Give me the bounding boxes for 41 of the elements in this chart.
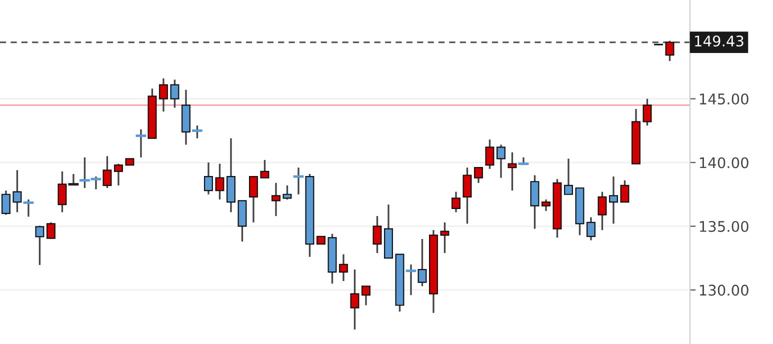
y-tick-label: 145.00 xyxy=(700,93,748,105)
candlestick xyxy=(474,166,483,184)
candlestick xyxy=(215,162,224,200)
y-tick-label: 130.00 xyxy=(700,284,748,296)
candlestick xyxy=(620,180,630,203)
ref-line-label: 149.43 xyxy=(695,36,744,47)
candlestick xyxy=(114,162,123,186)
y-tick-label: 135.00 xyxy=(700,220,748,232)
candlestick xyxy=(609,176,618,225)
candlestick xyxy=(372,215,382,254)
candlestick xyxy=(248,176,258,224)
candlestick xyxy=(665,40,674,62)
candlestick xyxy=(23,198,34,218)
candlestick xyxy=(1,190,10,216)
candlestick xyxy=(271,182,280,217)
candlestick xyxy=(642,98,652,126)
candlestick xyxy=(35,224,44,266)
candlestick xyxy=(462,166,472,225)
y-tick-label: 140.00 xyxy=(700,157,748,168)
candlestick xyxy=(338,253,348,282)
candlestick xyxy=(282,184,292,200)
candlestick xyxy=(204,162,213,196)
candlestick xyxy=(136,128,146,158)
candlestick xyxy=(158,78,168,112)
candlestick xyxy=(102,155,112,189)
candlestick xyxy=(440,222,450,254)
candlestick xyxy=(564,158,573,196)
candlestick xyxy=(508,151,517,192)
candlestick xyxy=(12,169,22,214)
candlestick xyxy=(496,144,506,179)
candlestick xyxy=(46,222,56,240)
candlestick xyxy=(58,170,67,214)
candlestick xyxy=(451,190,460,214)
candlestick xyxy=(170,78,180,109)
candlestick xyxy=(542,198,550,212)
candlestick xyxy=(598,190,607,231)
candlestick xyxy=(260,159,270,179)
candlestick xyxy=(350,268,360,330)
candlestick xyxy=(586,216,596,242)
candlestick xyxy=(361,285,370,306)
candlestick xyxy=(485,138,494,170)
